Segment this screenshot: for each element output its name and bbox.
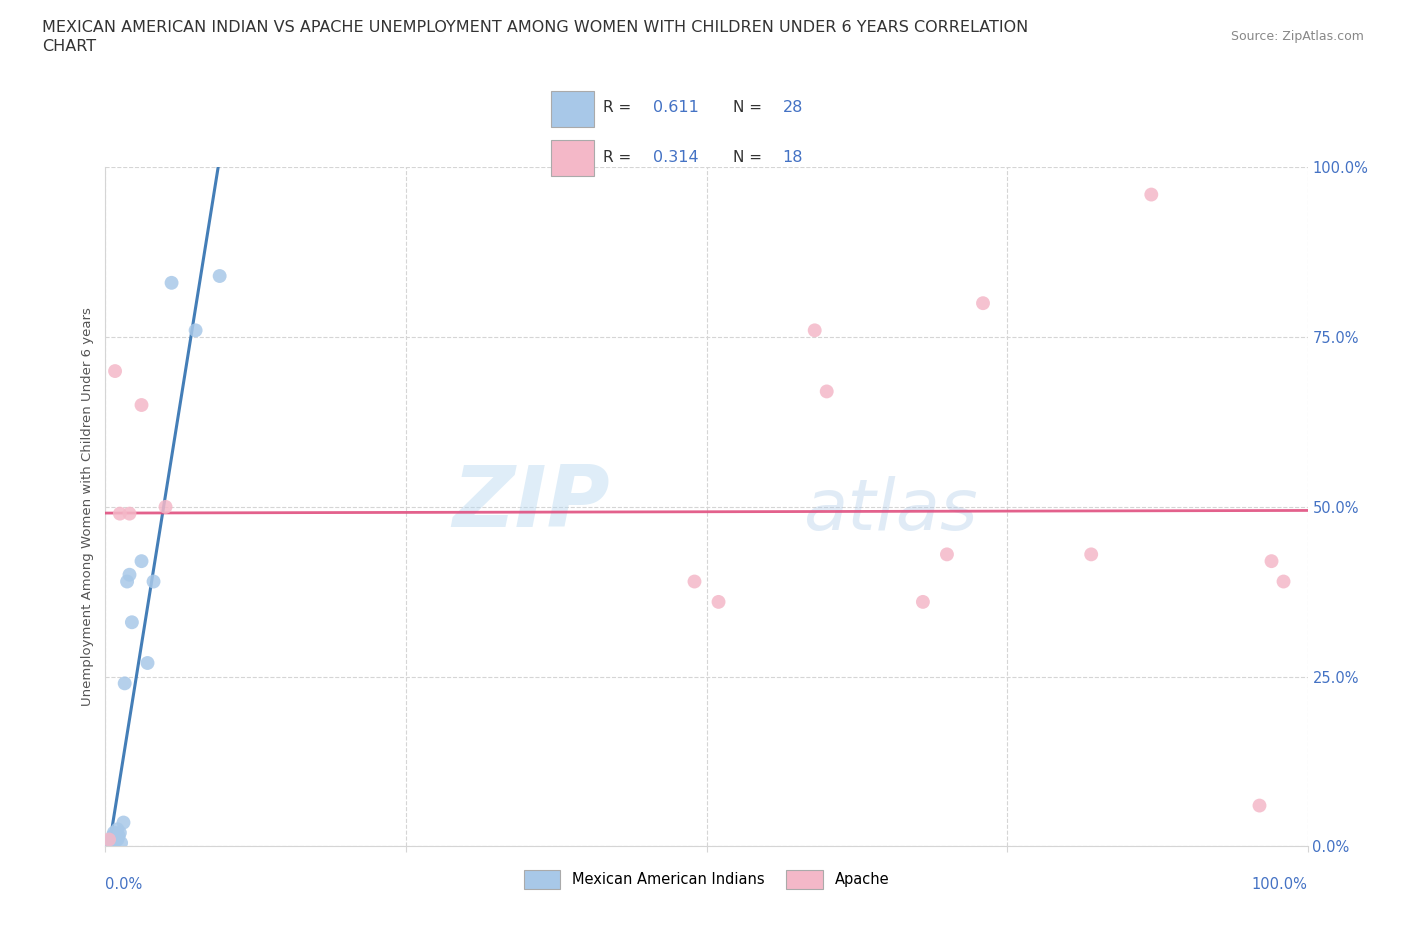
Point	[1272, 574, 1295, 589]
Point	[911, 594, 934, 609]
Point	[1140, 187, 1163, 202]
Point	[107, 822, 129, 837]
Text: R =: R =	[603, 100, 637, 115]
Point	[155, 499, 177, 514]
Point	[105, 829, 128, 844]
Text: 100.0%: 100.0%	[1251, 877, 1308, 892]
Point	[107, 832, 129, 847]
Point	[107, 829, 129, 844]
Point	[1249, 798, 1271, 813]
Point	[101, 835, 124, 850]
Point	[1080, 547, 1102, 562]
Point	[100, 832, 122, 847]
Point	[184, 323, 207, 338]
Point	[118, 506, 141, 521]
Point	[121, 615, 143, 630]
Point	[101, 829, 124, 844]
Point	[936, 547, 959, 562]
Text: 0.611: 0.611	[652, 100, 699, 115]
Point	[100, 833, 122, 848]
Point	[131, 398, 153, 413]
Point	[815, 384, 838, 399]
Point	[104, 827, 127, 842]
Point	[142, 574, 165, 589]
Point	[972, 296, 994, 311]
Text: Source: ZipAtlas.com: Source: ZipAtlas.com	[1230, 30, 1364, 43]
Point	[112, 815, 135, 830]
Text: 0.314: 0.314	[652, 150, 699, 165]
FancyBboxPatch shape	[551, 140, 593, 177]
Point	[103, 825, 125, 840]
Y-axis label: Unemployment Among Women with Children Under 6 years: Unemployment Among Women with Children U…	[82, 308, 94, 706]
FancyBboxPatch shape	[551, 91, 593, 127]
Point	[104, 364, 127, 379]
Text: 28: 28	[783, 100, 803, 115]
Text: MEXICAN AMERICAN INDIAN VS APACHE UNEMPLOYMENT AMONG WOMEN WITH CHILDREN UNDER 6: MEXICAN AMERICAN INDIAN VS APACHE UNEMPL…	[42, 20, 1028, 35]
Point	[683, 574, 706, 589]
Point	[98, 835, 121, 850]
Point	[1260, 553, 1282, 568]
Point	[110, 835, 132, 850]
Text: N =: N =	[733, 150, 766, 165]
Text: R =: R =	[603, 150, 637, 165]
Text: ZIP: ZIP	[453, 462, 610, 545]
Point	[208, 269, 231, 284]
Point	[160, 275, 183, 290]
Point	[136, 656, 159, 671]
Point	[131, 553, 153, 568]
Point	[108, 506, 131, 521]
Text: 18: 18	[783, 150, 803, 165]
Legend: Mexican American Indians, Apache: Mexican American Indians, Apache	[517, 864, 896, 895]
Point	[115, 574, 138, 589]
Point	[803, 323, 825, 338]
Point	[707, 594, 730, 609]
Text: 0.0%: 0.0%	[105, 877, 142, 892]
Point	[114, 676, 136, 691]
Point	[104, 832, 127, 847]
Point	[118, 567, 141, 582]
Point	[97, 838, 120, 853]
Text: atlas: atlas	[803, 476, 977, 545]
Point	[103, 835, 125, 850]
Text: CHART: CHART	[42, 39, 96, 54]
Point	[108, 825, 131, 840]
Text: N =: N =	[733, 100, 766, 115]
Point	[98, 832, 121, 847]
Point	[98, 837, 121, 852]
